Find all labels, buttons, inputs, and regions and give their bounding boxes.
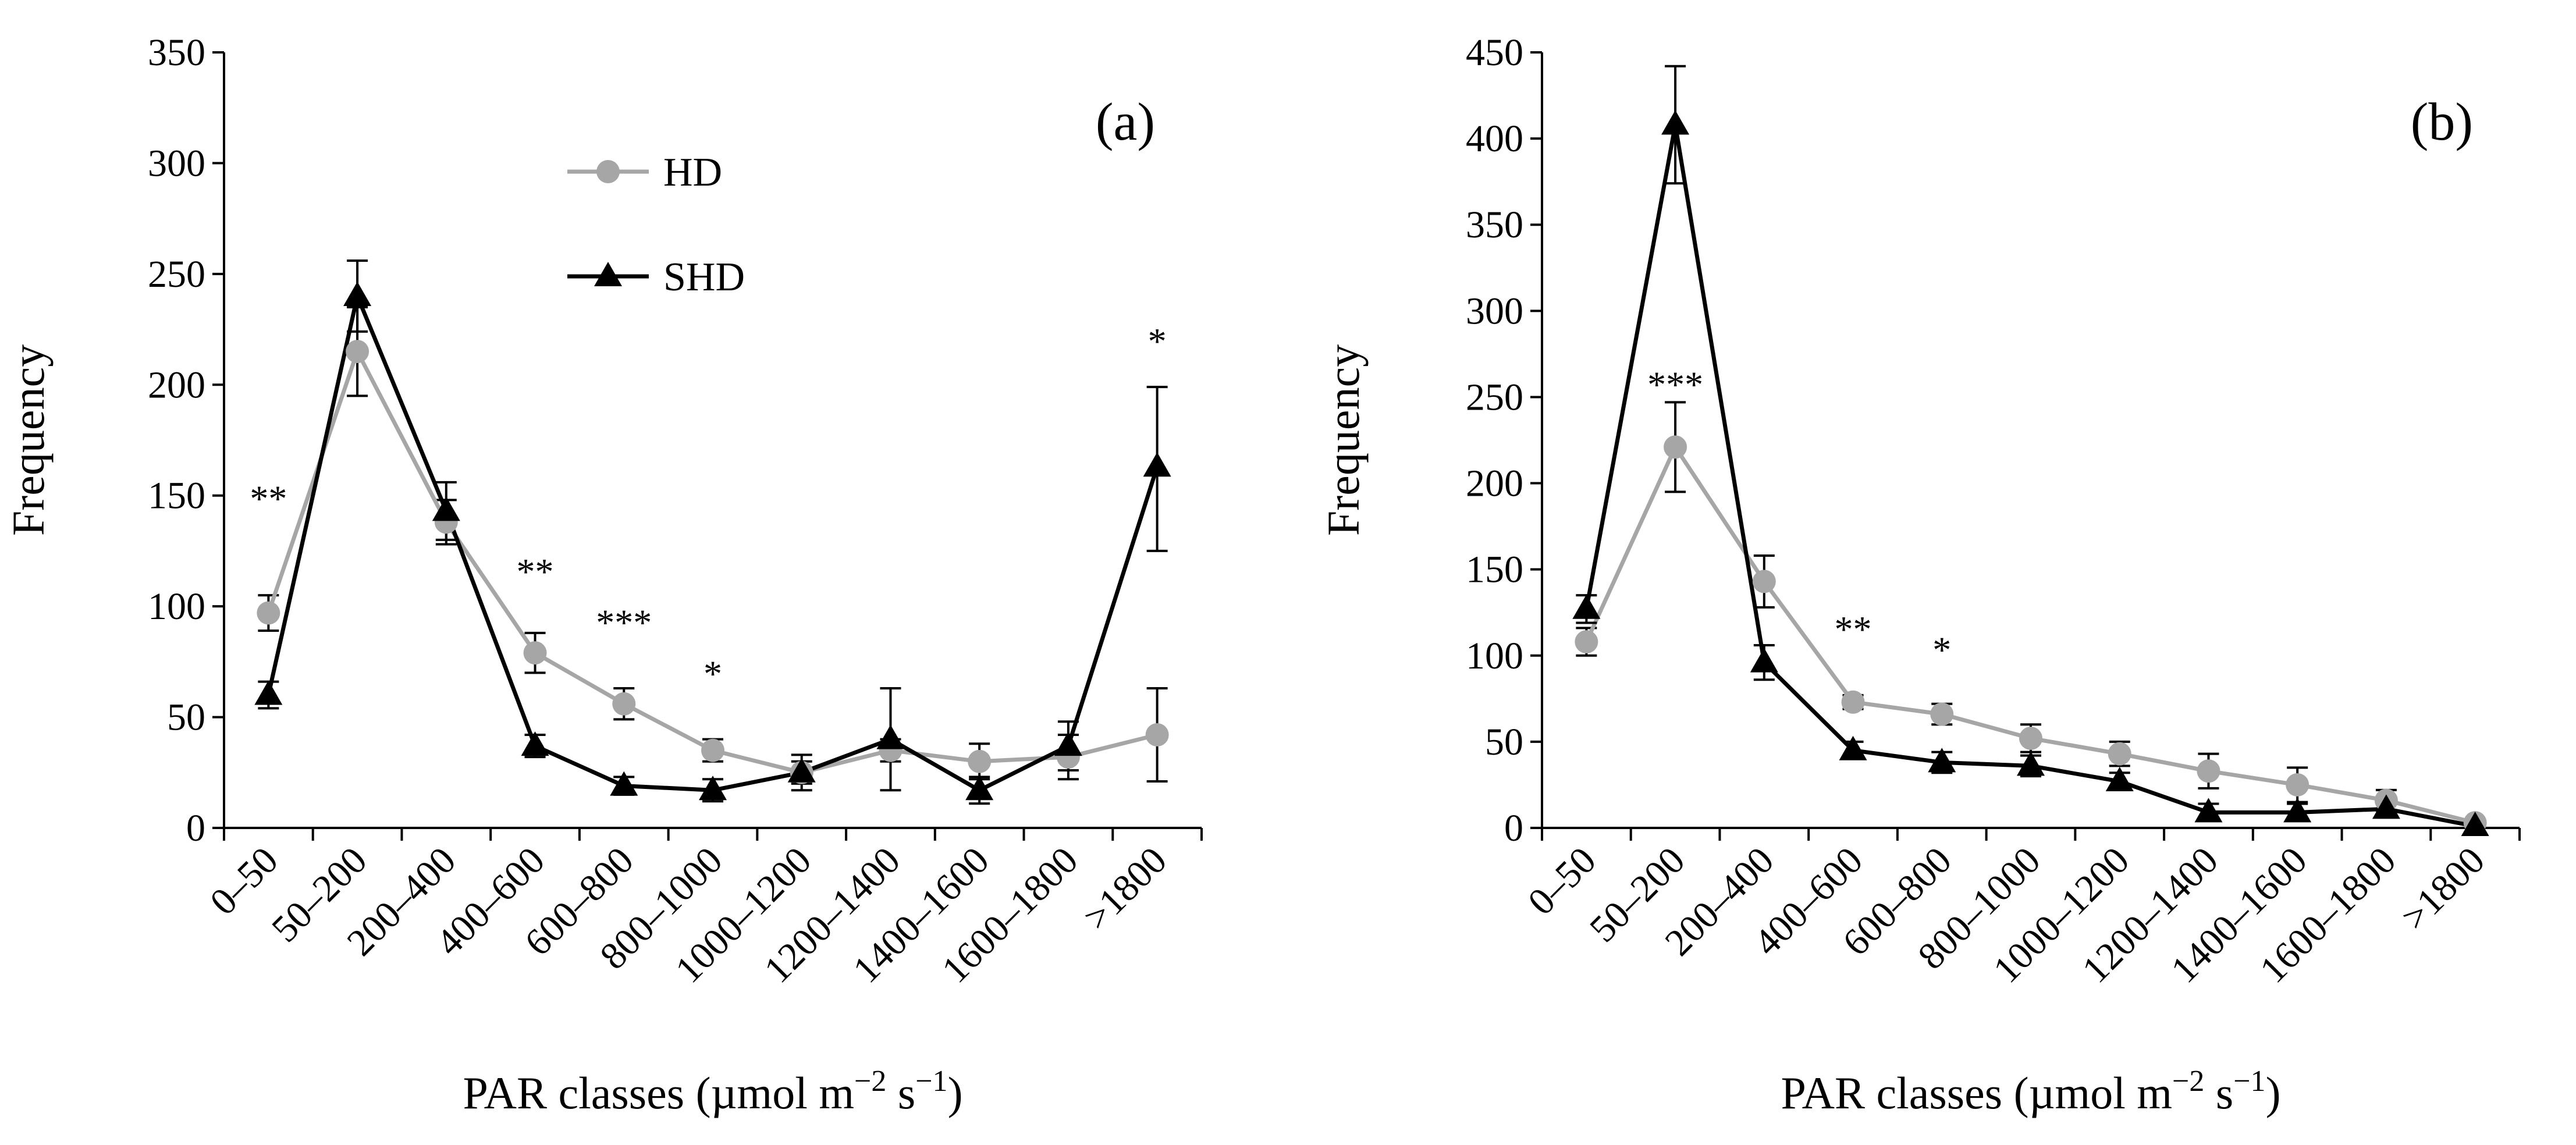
panel-a: 0501001502002503003500–5050–200200–40040… xyxy=(3,31,1203,1118)
x-axis-title-main: PAR classes (µmol m xyxy=(1781,1068,2172,1118)
data-point-shd xyxy=(1572,594,1601,619)
data-point-hd xyxy=(2197,759,2220,783)
data-point-shd xyxy=(254,680,283,705)
data-point-hd xyxy=(346,340,369,364)
data-point-shd xyxy=(787,758,816,783)
y-axis-title: Frequency xyxy=(3,344,54,536)
y-tick-label: 0 xyxy=(186,807,205,849)
series-line xyxy=(1584,124,2476,828)
x-axis-title-main: PAR classes (µmol m xyxy=(463,1068,854,1118)
x-axis-title-end: ) xyxy=(2266,1068,2281,1118)
panel-label: (b) xyxy=(2411,92,2473,151)
y-tick-label: 100 xyxy=(1466,635,1523,677)
x-axis-title-sup: −1 xyxy=(2233,1065,2265,1098)
series-shd xyxy=(258,259,1168,805)
series-shd xyxy=(1576,65,2486,829)
y-tick-label: 350 xyxy=(1466,204,1523,246)
data-point-hd xyxy=(701,738,724,762)
data-point-hd xyxy=(1664,435,1687,459)
data-point-shd xyxy=(2017,751,2045,776)
y-tick-label: 200 xyxy=(1466,463,1523,505)
data-point-hd xyxy=(1841,690,1865,714)
y-tick-label: 100 xyxy=(148,585,205,628)
x-axis-title: PAR classes (µmol m−2 s−1) xyxy=(1781,1065,2280,1118)
significance-marker: *** xyxy=(596,602,652,643)
data-point-shd xyxy=(1661,110,1690,135)
data-point-shd xyxy=(965,776,994,801)
x-axis-title-sup: −2 xyxy=(2172,1065,2204,1098)
y-axis-title: Frequency xyxy=(1318,344,1369,536)
data-point-shd xyxy=(876,724,905,749)
data-point-hd xyxy=(257,601,280,625)
y-tick-label: 200 xyxy=(148,364,205,406)
data-point-shd xyxy=(2194,798,2223,823)
data-point-shd xyxy=(2372,794,2400,819)
significance-marker: * xyxy=(1148,321,1167,362)
significance-marker: *** xyxy=(1647,364,1703,405)
panel-b: 0501001502002503003504004500–5050–200200… xyxy=(1318,31,2521,1118)
data-point-hd xyxy=(2108,742,2131,766)
data-point-shd xyxy=(343,281,372,306)
legend-marker-shd xyxy=(594,262,622,286)
x-axis-title-mid: s xyxy=(886,1068,915,1118)
legend-label: HD xyxy=(663,150,722,195)
data-point-hd xyxy=(1752,570,1776,593)
x-tick-label: >1800 xyxy=(1075,839,1175,938)
panel-label: (a) xyxy=(1096,92,1155,151)
y-tick-label: 450 xyxy=(1466,31,1523,74)
y-tick-label: 0 xyxy=(1504,807,1523,849)
y-tick-label: 50 xyxy=(1485,721,1523,763)
y-tick-label: 150 xyxy=(1466,549,1523,591)
significance-marker: * xyxy=(1932,630,1951,671)
x-axis-title: PAR classes (µmol m−2 s−1) xyxy=(463,1065,962,1118)
data-point-shd xyxy=(2461,812,2489,837)
legend: HD SHD xyxy=(567,150,745,300)
y-tick-label: 300 xyxy=(148,142,205,184)
legend-label: SHD xyxy=(663,255,745,300)
significance-marker: ** xyxy=(250,478,287,519)
data-point-shd xyxy=(1928,748,1956,773)
data-point-shd xyxy=(521,731,549,756)
significance-marker: * xyxy=(703,653,722,694)
data-point-shd xyxy=(432,496,460,521)
y-tick-label: 300 xyxy=(1466,290,1523,332)
series-line xyxy=(267,346,1158,775)
data-point-hd xyxy=(612,692,636,716)
data-point-hd xyxy=(1575,630,1598,654)
data-point-hd xyxy=(1930,702,1954,726)
data-point-hd xyxy=(968,749,992,773)
data-point-shd xyxy=(1750,648,1778,673)
significance-marker: ** xyxy=(517,551,554,592)
x-axis-title-mid: s xyxy=(2204,1068,2233,1118)
y-tick-label: 250 xyxy=(148,253,205,296)
legend-marker-hd xyxy=(596,160,620,183)
y-tick-label: 250 xyxy=(1466,376,1523,418)
x-axis-title-end: ) xyxy=(948,1068,963,1118)
y-tick-label: 350 xyxy=(148,31,205,74)
series-hd xyxy=(258,305,1168,785)
data-point-hd xyxy=(2019,726,2042,750)
data-point-shd xyxy=(1839,735,1867,760)
data-point-hd xyxy=(523,641,547,665)
x-axis-title-sup: −2 xyxy=(854,1065,886,1098)
data-point-shd xyxy=(2283,798,2312,823)
data-point-shd xyxy=(1054,731,1082,756)
data-point-shd xyxy=(610,771,638,796)
data-point-shd xyxy=(2105,767,2134,792)
y-tick-label: 150 xyxy=(148,475,205,517)
data-point-shd xyxy=(699,776,727,801)
y-tick-label: 50 xyxy=(167,696,205,739)
data-point-hd xyxy=(2286,773,2309,796)
series-line xyxy=(266,289,1159,793)
data-point-shd xyxy=(1143,452,1171,477)
x-tick-label: >1800 xyxy=(2393,839,2493,938)
significance-marker: ** xyxy=(1835,609,1872,650)
data-point-hd xyxy=(1145,723,1169,747)
x-axis-title-sup: −1 xyxy=(915,1065,947,1098)
y-tick-label: 400 xyxy=(1466,118,1523,160)
